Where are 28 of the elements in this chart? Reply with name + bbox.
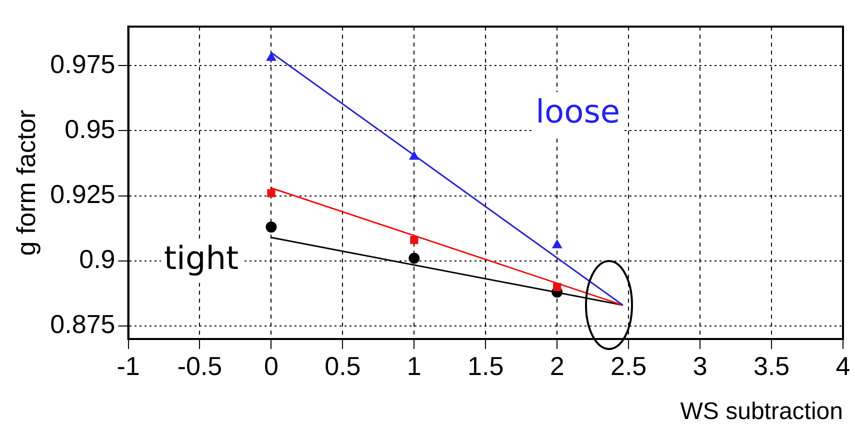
x-tick-label: 1.5 xyxy=(468,350,504,381)
x-tick-label: 1 xyxy=(406,350,422,381)
x-tick-label: -1 xyxy=(116,350,140,381)
y-tick-label: 0.9 xyxy=(79,244,116,274)
point xyxy=(408,252,420,264)
point xyxy=(409,151,419,160)
x-axis-title: WS subtraction xyxy=(680,398,843,426)
y-tick-label: 0.95 xyxy=(64,114,116,144)
point xyxy=(410,236,418,244)
x-tick-label: -0.5 xyxy=(177,350,222,381)
point xyxy=(266,222,277,233)
point xyxy=(266,52,276,61)
y-axis-title: g form factor xyxy=(10,109,41,256)
x-tick-label: 4 xyxy=(836,350,850,381)
y-tick-label: 0.925 xyxy=(50,178,116,209)
x-tick-label: 2.5 xyxy=(610,350,647,381)
y-tick-label: 0.975 xyxy=(50,48,116,79)
y-tick-label: 0.875 xyxy=(50,309,116,340)
x-tick-label: 3 xyxy=(692,350,708,381)
point xyxy=(553,282,562,291)
x-tick-label: 0.5 xyxy=(324,350,361,381)
point xyxy=(552,240,562,248)
annotation: loose xyxy=(536,92,620,130)
x-tick-label: 0 xyxy=(264,350,278,381)
point xyxy=(267,189,276,198)
x-tick-label: 3.5 xyxy=(753,350,790,381)
x-tick-label: 2 xyxy=(550,350,564,381)
annotation: tight xyxy=(164,239,239,278)
